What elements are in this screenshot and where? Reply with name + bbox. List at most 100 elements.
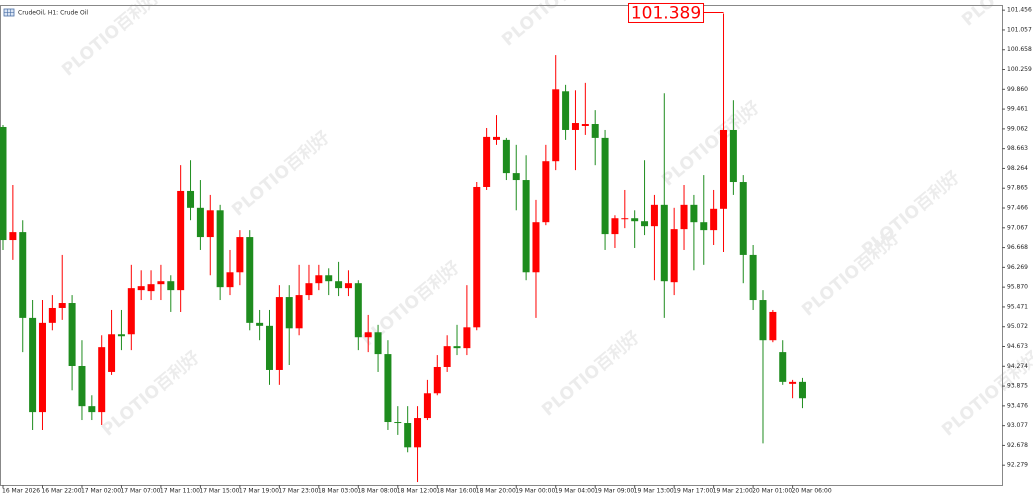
candle-body [660, 204, 668, 282]
candle-body [552, 89, 560, 162]
watermark-brand: PLOTIO [658, 131, 724, 191]
x-tick-label: 20 Mar 06:00 [792, 488, 832, 495]
x-tick-label: 18 Mar 08:00 [357, 488, 397, 495]
candle-body [542, 161, 550, 223]
candle-body [374, 332, 382, 355]
y-tick-label: 94.673 [1007, 343, 1028, 350]
candle-body [739, 182, 747, 255]
candle-body [275, 297, 283, 370]
candle-body [117, 334, 125, 337]
watermark-text: 百利好 [151, 347, 204, 396]
candle-body [601, 137, 609, 235]
candle-body [0, 126, 7, 241]
candle-body [749, 254, 757, 301]
candle-body [710, 208, 718, 231]
candle-body [631, 218, 639, 222]
y-tick-label: 96.269 [1007, 264, 1028, 271]
y-tick-label: 92.279 [1007, 462, 1028, 469]
candle-body [759, 300, 767, 341]
y-tick-label: 93.476 [1007, 402, 1028, 409]
candle-body [522, 180, 530, 273]
candle-body [127, 288, 135, 335]
x-tick-label: 20 Mar 01:00 [752, 488, 792, 495]
candle-body [789, 381, 797, 384]
x-tick-label: 18 Mar 20:00 [476, 488, 516, 495]
candle-body [246, 237, 254, 323]
candle-body [68, 303, 76, 366]
candle-body [354, 283, 362, 338]
x-tick-label: 19 Mar 04:00 [555, 488, 595, 495]
candle-body [423, 393, 431, 419]
candle-body [137, 286, 145, 291]
plot-border [0, 5, 1003, 486]
candle-body [19, 232, 27, 318]
candle-body [571, 123, 579, 130]
candle-body [473, 186, 481, 328]
candle-body [690, 204, 698, 223]
x-tick-label: 17 Mar 15:00 [199, 488, 239, 495]
watermark-text: 百利好 [411, 257, 464, 306]
watermark-brand: PLOTIO [228, 161, 294, 221]
candle-body [147, 284, 155, 292]
watermark-brand: PLOTIO [58, 21, 124, 81]
candle-body [265, 325, 273, 370]
candle-body [88, 406, 96, 413]
y-tick-label: 97.466 [1007, 205, 1028, 212]
x-tick-label: 18 Mar 03:00 [318, 488, 358, 495]
candle-body [562, 91, 570, 130]
x-tick-label: 17 Mar 11:00 [160, 488, 200, 495]
watermark-text: 百利好 [711, 97, 764, 146]
candle-body [206, 210, 214, 238]
y-tick-label: 99.062 [1007, 125, 1028, 132]
candle-body [483, 136, 491, 187]
x-tick-label: 19 Mar 13:00 [634, 488, 674, 495]
price-label: 101.389 [631, 3, 701, 23]
candle-body [453, 346, 461, 349]
x-tick-label: 19 Mar 17:00 [673, 488, 713, 495]
price-label-box [628, 2, 705, 23]
symbol-icon [3, 8, 15, 17]
candle-body [285, 297, 293, 329]
candle-body [779, 352, 787, 382]
candle-body [325, 275, 333, 282]
y-tick-label: 97.067 [1007, 224, 1028, 231]
candle-body [433, 366, 441, 394]
candle-body [344, 283, 352, 289]
watermark-brand: PLOTIO [98, 381, 164, 441]
candle-body [78, 365, 86, 407]
candle-body [29, 317, 37, 413]
y-tick-label: 98.663 [1007, 145, 1028, 152]
candle-body [502, 139, 510, 174]
watermark-brand: PLOTIO [938, 381, 1004, 441]
x-tick-label: 18 Mar 12:00 [397, 488, 437, 495]
y-tick-label: 101.057 [1007, 26, 1032, 33]
candle-body [157, 281, 165, 285]
watermark-brand: PLOTIO [798, 261, 864, 321]
candle-body [650, 204, 658, 227]
y-tick-label: 93.875 [1007, 383, 1028, 390]
candle-body [493, 136, 500, 140]
candle-body [295, 295, 303, 329]
candle-body [236, 237, 244, 273]
candle-body [512, 173, 520, 181]
candle-body [621, 218, 629, 220]
x-tick-label: 19 Mar 21:00 [713, 488, 753, 495]
candle-body [680, 204, 688, 230]
candle-body [315, 275, 323, 284]
candle-body [98, 347, 106, 413]
x-tick-label: 18 Mar 16:00 [436, 488, 476, 495]
y-tick-label: 95.072 [1007, 323, 1028, 330]
y-tick-label: 93.077 [1007, 422, 1028, 429]
y-tick-label: 92.678 [1007, 442, 1028, 449]
watermark-brand: PLOTIO [498, 0, 564, 51]
candle-body [414, 418, 422, 448]
x-tick-label: 17 Mar 23:00 [278, 488, 318, 495]
candle-body [226, 272, 234, 288]
chart-title: CrudeOil, H1: Crude Oil [18, 10, 88, 17]
y-tick-label: 100.259 [1007, 66, 1032, 73]
